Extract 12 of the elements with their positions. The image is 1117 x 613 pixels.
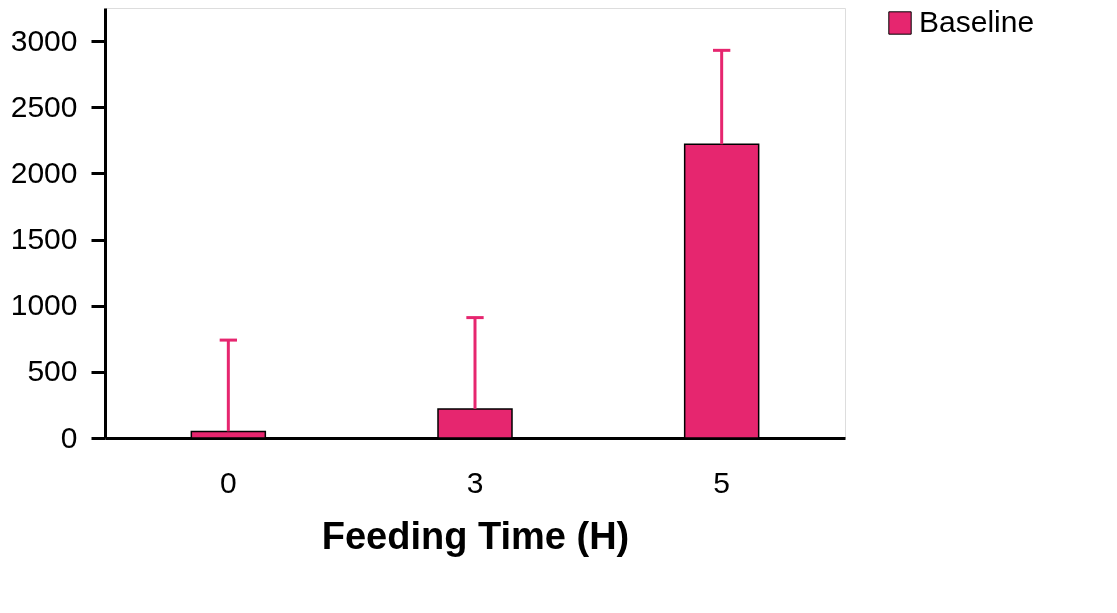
y-tick-label: 2500 — [10, 89, 78, 123]
x-axis-title: Feeding Time (H) — [321, 514, 630, 557]
x-tick-label: 5 — [713, 465, 731, 499]
y-tick-label: 1500 — [10, 222, 78, 256]
x-tick-label: 3 — [466, 465, 484, 499]
legend-label: Baseline — [919, 5, 1035, 38]
y-tick-label: 2000 — [10, 155, 78, 189]
y-tick-label: 3000 — [10, 23, 78, 57]
y-tick-label: 1000 — [10, 288, 78, 322]
y-tick-label: 0 — [60, 420, 78, 454]
x-tick-label: 0 — [219, 465, 237, 499]
y-tick-label: 500 — [27, 354, 78, 388]
